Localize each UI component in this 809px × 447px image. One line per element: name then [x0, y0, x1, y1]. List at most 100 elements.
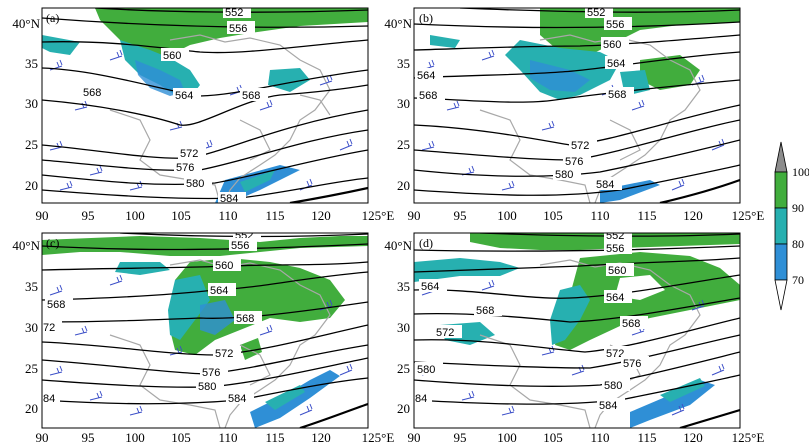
contour-label: 580 [555, 169, 573, 181]
contour-label: 556 [606, 243, 624, 255]
contour-label: 584 [596, 179, 614, 191]
x-tick-label: 95 [454, 208, 467, 223]
panel-label: (c) [46, 236, 59, 250]
panel-c: 552 556 560 564 568 568 72 572 576 580 [12, 232, 395, 445]
y-tick-label: 35 [397, 279, 410, 294]
contour-label: 568 [622, 318, 640, 330]
panel-label: (d) [419, 236, 433, 250]
x-tick-label: 115 [265, 430, 284, 445]
x-tick-label: 120 [683, 430, 703, 445]
contour-label: 84 [415, 393, 427, 405]
contour-label: 560 [608, 265, 626, 277]
contour-label: 72 [43, 322, 55, 334]
contour-label: 568 [83, 87, 101, 99]
x-tick-label: 110 [590, 430, 609, 445]
contour-label: 580 [198, 381, 216, 393]
x-tick-label: 125°E [732, 430, 765, 445]
contour-label: 564 [417, 70, 435, 82]
contour-label: 564 [606, 292, 624, 304]
x-tick-label: 95 [454, 430, 467, 445]
x-tick-label: 125°E [732, 208, 765, 223]
x-tick-label: 100 [497, 430, 517, 445]
colorbar-tick-label: 90 [792, 201, 804, 215]
contour-label: 576 [176, 162, 194, 174]
y-tick-label: 40°N [12, 238, 40, 253]
panel-a: 552 556 560 564 568 568 572 576 580 584 [12, 7, 394, 223]
contour-label: 584 [228, 393, 246, 405]
contour-label: 552 [606, 230, 624, 242]
y-tick-label: 30 [25, 320, 38, 335]
colorbar-over-triangle [774, 141, 788, 173]
x-tick-label: 100 [125, 208, 145, 223]
x-tick-label: 95 [82, 430, 95, 445]
contour-labels: 552 556 560 564 568 568 72 572 576 580 [42, 233, 262, 405]
contour-label: 572 [436, 327, 454, 339]
contour-label: 568 [236, 313, 254, 325]
colorbar-under-triangle [774, 279, 788, 311]
x-tick-label: 90 [408, 430, 421, 445]
y-tick-label: 25 [397, 137, 410, 152]
contour-label: 572 [606, 348, 624, 360]
contour-label: 580 [186, 178, 204, 190]
contour-label: 572 [215, 348, 233, 360]
contour-label: 576 [623, 358, 641, 370]
x-tick-label: 110 [218, 208, 237, 223]
panel-frame [413, 7, 741, 204]
contour-label: 564 [210, 285, 228, 297]
x-tick-label: 105 [543, 430, 563, 445]
colorbar-tick-label: 100 [792, 165, 809, 179]
y-axis: 40°N 35 30 25 20 [384, 16, 412, 193]
contour-label: 556 [606, 19, 624, 31]
x-tick-label: 90 [36, 430, 49, 445]
y-axis: 40°N 35 30 25 20 [384, 238, 412, 416]
x-tick-label: 100 [125, 430, 145, 445]
x-tick-label: 120 [311, 430, 331, 445]
contour-labels: 552 556 560 564 568 568 572 576 580 584 [81, 8, 268, 205]
colorbar-segment-70-80 [774, 243, 788, 281]
contour-label: 556 [231, 240, 249, 252]
contour-label: 568 [419, 90, 437, 102]
contour-label: 564 [175, 90, 193, 102]
contour-label: 572 [571, 140, 589, 152]
y-axis: 40°N 35 30 25 20 [12, 238, 40, 416]
contour-label: 576 [202, 367, 220, 379]
panel-frame [41, 232, 369, 429]
contour-label: 564 [421, 281, 439, 293]
y-axis: 40°N 35 30 25 20 [12, 16, 40, 193]
x-tick-label: 120 [683, 208, 703, 223]
contour-label: 568 [608, 89, 626, 101]
contour-label: 552 [587, 7, 605, 19]
x-tick-label: 105 [171, 430, 191, 445]
panel-frame [41, 7, 369, 204]
x-tick-label: 110 [590, 208, 609, 223]
x-tick-label: 120 [311, 208, 331, 223]
x-tick-label: 90 [36, 208, 49, 223]
y-tick-label: 30 [25, 96, 38, 111]
colorbar: 100 90 80 70 [774, 141, 809, 311]
x-axis: 90 95 100 105 110 115 120 125°E [408, 208, 765, 223]
colorbar-segment-90-100 [774, 171, 788, 209]
colorbar-tick-label: 70 [792, 273, 804, 287]
x-tick-label: 115 [265, 208, 284, 223]
x-tick-label: 110 [218, 430, 237, 445]
contour-label: 568 [476, 305, 494, 317]
contour-label: 564 [607, 58, 625, 70]
y-tick-label: 20 [25, 401, 38, 416]
contour-label: 572 [180, 148, 198, 160]
humidity-shading [414, 233, 740, 428]
x-tick-label: 95 [82, 208, 95, 223]
x-tick-label: 125°E [362, 430, 395, 445]
height-contours [414, 233, 740, 428]
contour-label: 560 [215, 260, 233, 272]
contour-label: 556 [229, 23, 247, 35]
x-tick-label: 90 [408, 208, 421, 223]
contour-label: 560 [603, 39, 621, 51]
y-tick-label: 40°N [384, 238, 412, 253]
panel-b: 552 556 560 564 564 568 568 572 576 580 [384, 7, 765, 223]
contour-label: 584 [220, 193, 238, 205]
colorbar-tick-label: 80 [792, 237, 804, 251]
y-tick-label: 20 [397, 178, 410, 193]
y-tick-label: 20 [397, 401, 410, 416]
contour-label: 580 [417, 364, 435, 376]
contour-label: 580 [604, 380, 622, 392]
